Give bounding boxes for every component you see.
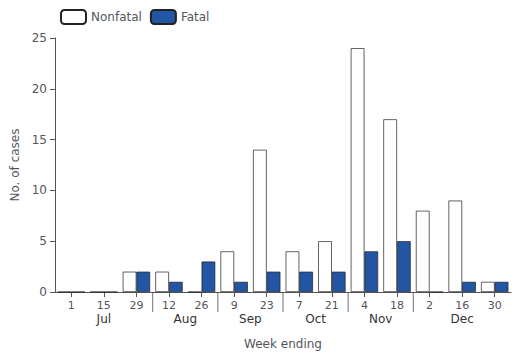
svg-text:0: 0 — [39, 285, 47, 299]
svg-text:4: 4 — [361, 299, 368, 312]
svg-text:7: 7 — [296, 299, 303, 312]
svg-text:30: 30 — [488, 299, 502, 312]
svg-text:25: 25 — [32, 31, 47, 45]
svg-text:Oct: Oct — [305, 312, 326, 326]
svg-text:Nonfatal: Nonfatal — [91, 10, 142, 24]
svg-text:15: 15 — [97, 299, 111, 312]
svg-text:No. of cases: No. of cases — [8, 129, 22, 202]
svg-text:Week ending: Week ending — [244, 337, 322, 351]
svg-text:Nov: Nov — [369, 312, 392, 326]
svg-text:29: 29 — [129, 299, 143, 312]
svg-text:12: 12 — [162, 299, 176, 312]
svg-text:9: 9 — [231, 299, 238, 312]
svg-text:10: 10 — [32, 183, 47, 197]
svg-text:5: 5 — [39, 234, 47, 248]
svg-text:Fatal: Fatal — [181, 10, 210, 24]
svg-text:23: 23 — [260, 299, 274, 312]
svg-text:Aug: Aug — [174, 312, 197, 326]
svg-text:21: 21 — [325, 299, 339, 312]
svg-text:18: 18 — [390, 299, 404, 312]
svg-text:20: 20 — [32, 82, 47, 96]
svg-text:15: 15 — [32, 133, 47, 147]
svg-text:Jul: Jul — [96, 312, 111, 326]
svg-text:26: 26 — [195, 299, 209, 312]
svg-text:2: 2 — [426, 299, 433, 312]
svg-text:Sep: Sep — [239, 312, 262, 326]
svg-text:1: 1 — [68, 299, 75, 312]
svg-text:Dec: Dec — [451, 312, 474, 326]
svg-text:16: 16 — [455, 299, 469, 312]
